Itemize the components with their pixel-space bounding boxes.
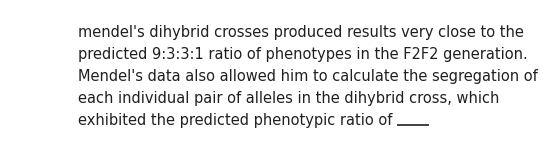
Text: Mendel's data also allowed him to calculate the segregation of: Mendel's data also allowed him to calcul…	[78, 69, 537, 84]
Text: exhibited the predicted phenotypic ratio of: exhibited the predicted phenotypic ratio…	[78, 113, 397, 128]
Text: predicted 9:3:3:1 ratio of phenotypes in the F2F2 generation.: predicted 9:3:3:1 ratio of phenotypes in…	[78, 47, 527, 62]
Text: each individual pair of alleles in the dihybrid cross, which: each individual pair of alleles in the d…	[78, 91, 499, 106]
Text: mendel's dihybrid crosses produced results very close to the: mendel's dihybrid crosses produced resul…	[78, 25, 523, 40]
